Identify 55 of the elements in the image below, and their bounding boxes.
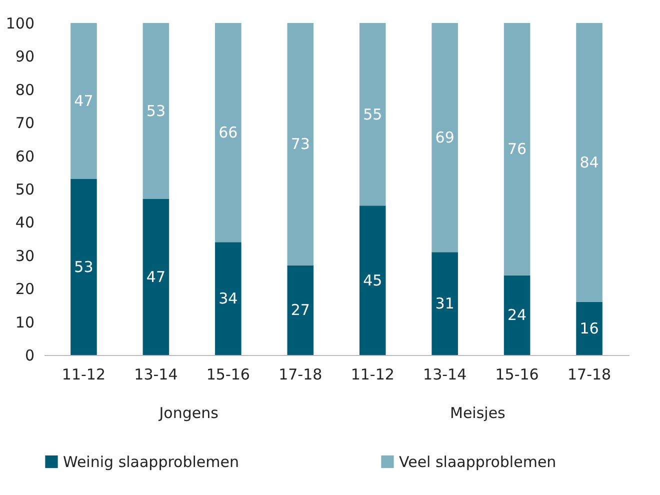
data-label: 16	[580, 319, 599, 338]
bar	[359, 206, 386, 355]
bar	[432, 252, 458, 355]
data-label: 31	[435, 294, 454, 313]
data-label: 66	[218, 124, 238, 142]
data-label: 53	[146, 102, 166, 120]
x-tick-label: 13-14	[134, 366, 178, 384]
data-label: 76	[508, 140, 527, 158]
data-label: 47	[146, 268, 166, 286]
x-tick-label: 17-18	[567, 366, 612, 384]
bar	[287, 23, 314, 266]
data-label: 53	[74, 258, 94, 276]
data-label: 73	[290, 135, 310, 154]
bar	[576, 23, 602, 302]
data-label: 45	[363, 271, 382, 290]
data-label: 27	[290, 301, 310, 320]
y-tick-label: 80	[15, 80, 34, 99]
y-tick-label: 20	[15, 280, 34, 298]
x-tick-label: 13-14	[423, 366, 467, 384]
x-tick-label: 15-16	[206, 366, 250, 384]
bar	[215, 23, 242, 242]
y-tick-label: 30	[15, 246, 34, 265]
bar	[287, 265, 314, 355]
y-tick-label: 50	[15, 180, 34, 198]
bar	[142, 23, 170, 199]
data-label: 34	[218, 290, 238, 308]
data-label: 24	[508, 306, 527, 324]
y-tick-label: 100	[6, 14, 34, 32]
bar	[576, 302, 602, 355]
bar	[142, 198, 170, 355]
bar	[359, 23, 386, 206]
data-label: 55	[363, 105, 382, 124]
legend-label: Weinig slaapproblemen	[63, 452, 240, 471]
x-tick-label: 17-18	[278, 366, 322, 384]
bar	[504, 275, 530, 355]
bar	[70, 23, 97, 180]
y-tick-label: 70	[15, 114, 34, 132]
text: Jongens	[158, 404, 219, 422]
x-tick-label: 11-12	[350, 366, 394, 384]
y-tick-label: 0	[24, 346, 34, 364]
legend-label: Veel slaapproblemen	[399, 452, 556, 471]
y-tick-label: 60	[15, 147, 34, 166]
y-tick-label: 90	[15, 48, 34, 66]
y-tick-label: 40	[15, 214, 34, 232]
text: Meisjes	[450, 404, 506, 422]
data-label: 69	[435, 128, 454, 147]
y-tick-label: 10	[15, 313, 34, 332]
data-label: 47	[74, 92, 94, 110]
bar	[215, 242, 242, 355]
data-label: 84	[580, 153, 599, 172]
bar	[432, 23, 458, 252]
bar	[504, 23, 530, 276]
x-tick-label: 15-16	[495, 366, 539, 384]
bar	[70, 179, 97, 355]
x-tick-label: 11-12	[62, 366, 106, 384]
